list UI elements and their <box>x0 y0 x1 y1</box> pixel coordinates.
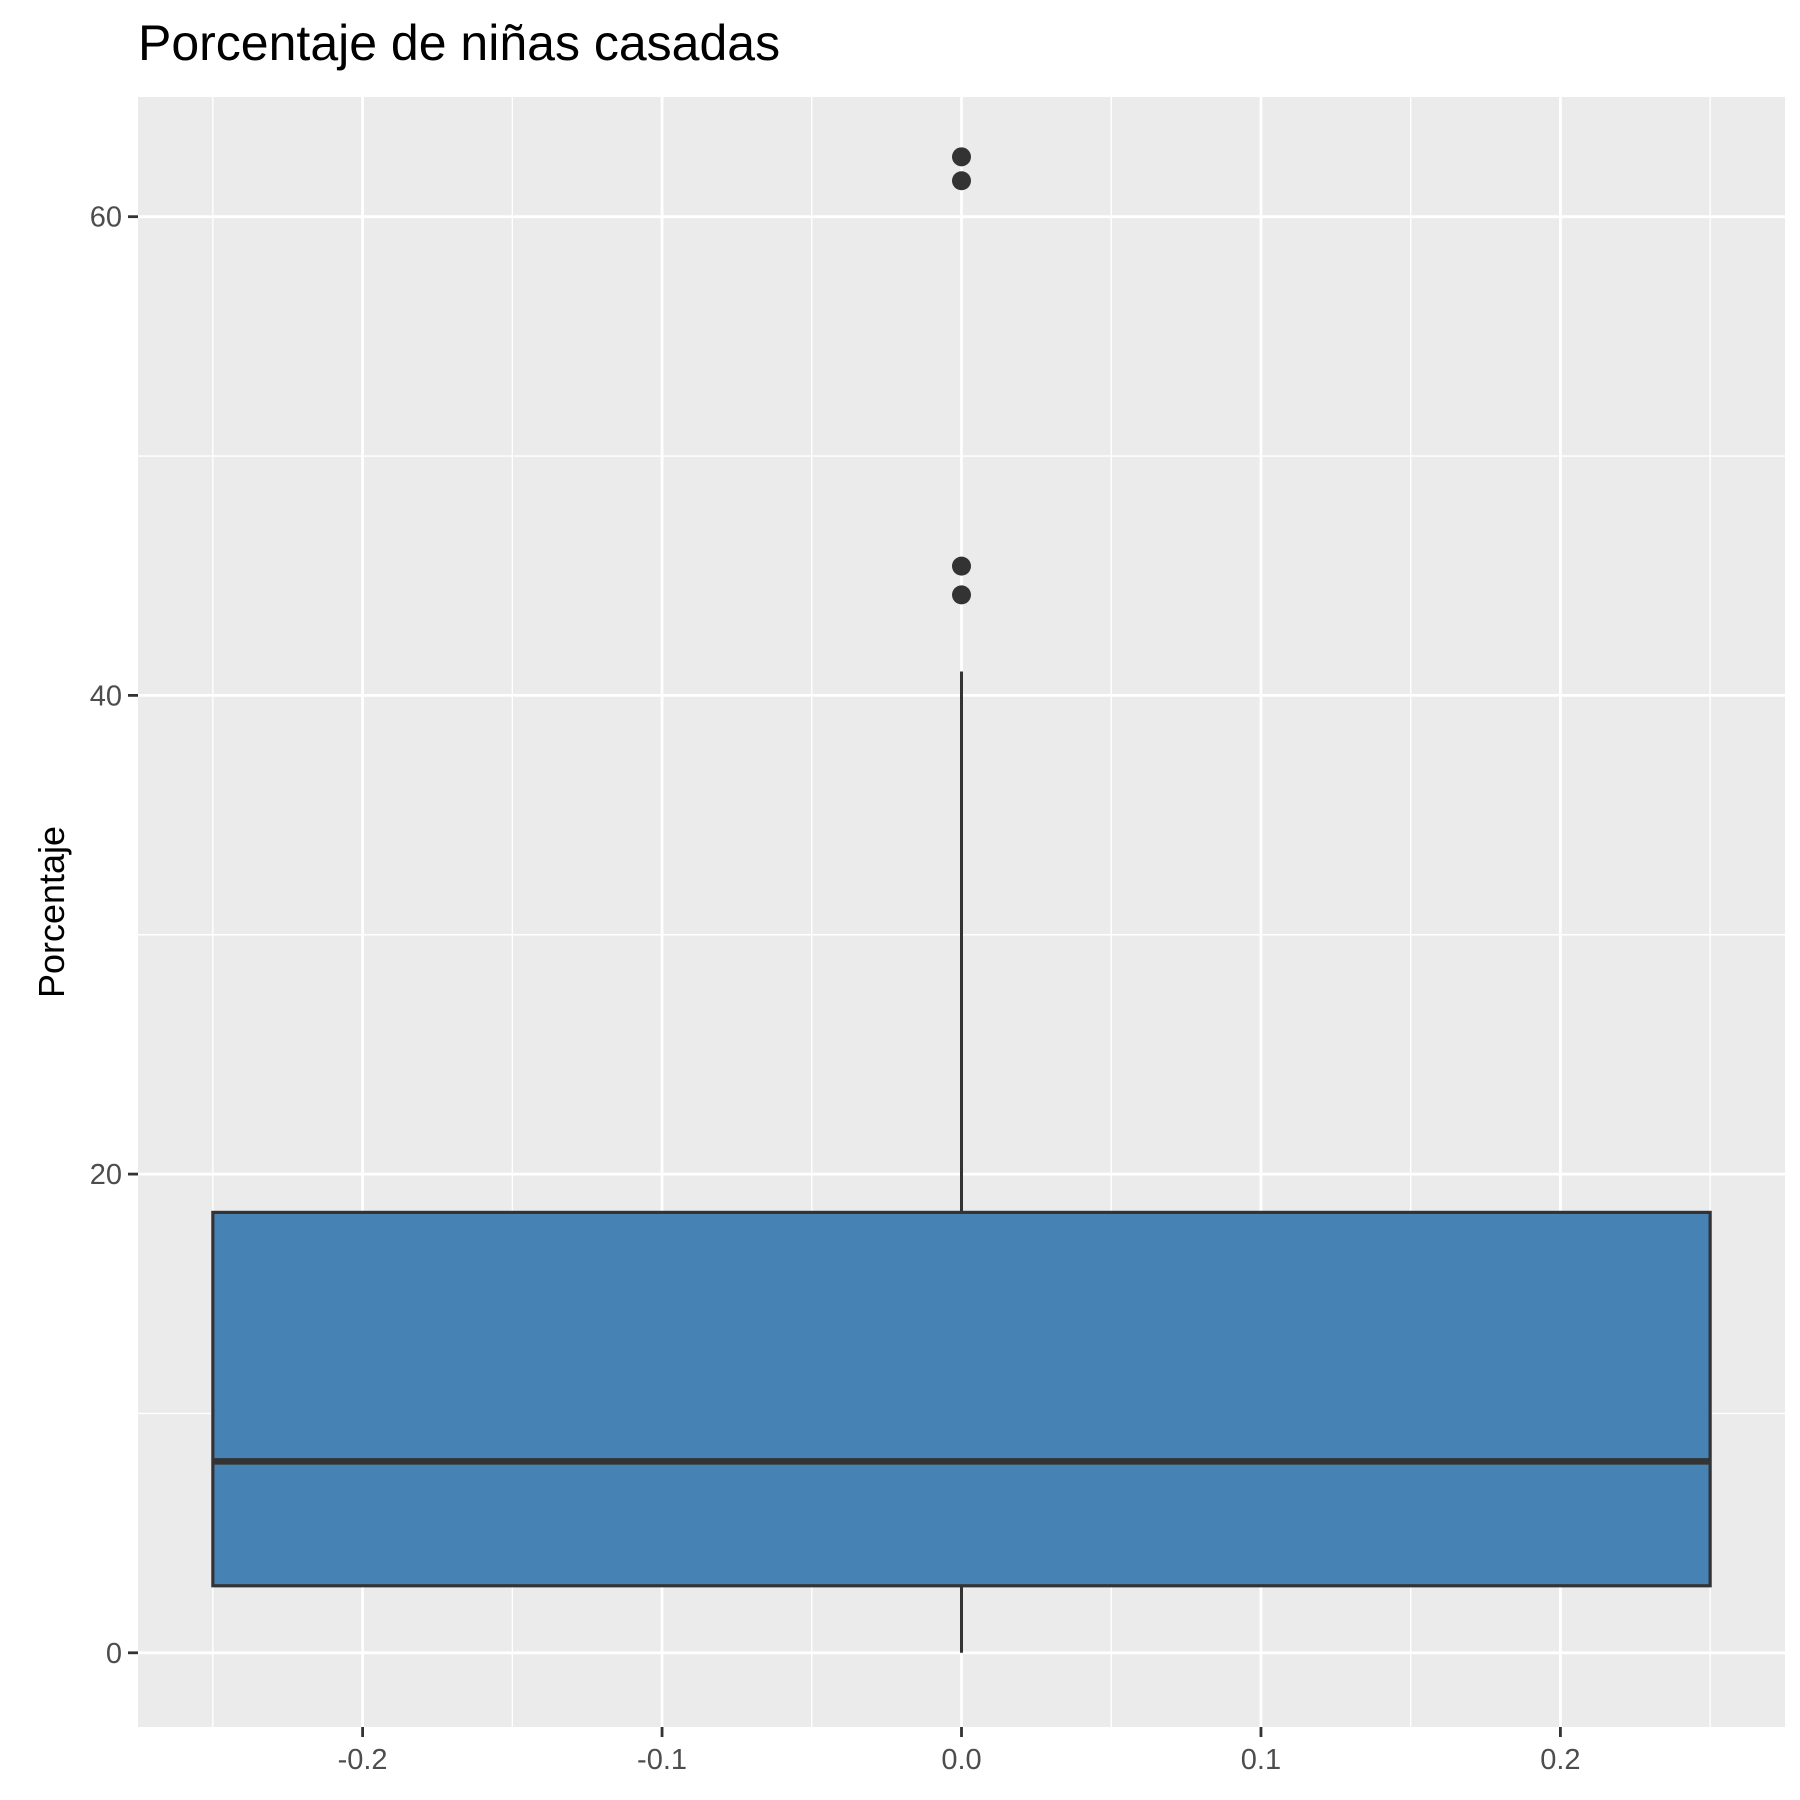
interquartile-box <box>211 1210 1712 1588</box>
y-tick-label: 40 <box>90 680 122 712</box>
x-tick-label: 0.1 <box>1241 1744 1281 1776</box>
box <box>211 1210 1712 1588</box>
x-tick-label: 0.0 <box>941 1744 981 1776</box>
y-tick-label: 0 <box>106 1638 122 1670</box>
x-tick-label: -0.1 <box>637 1744 687 1776</box>
chart-title: Porcentaje de niñas casadas <box>138 15 780 71</box>
x-axis: -0.2 -0.1 0.0 0.1 0.2 <box>338 1727 1581 1776</box>
outlier-point <box>952 556 971 576</box>
x-tick-label: -0.2 <box>338 1744 388 1776</box>
y-tick-label: 60 <box>90 202 122 234</box>
outlier-point <box>952 585 971 605</box>
y-axis: 0 20 40 60 <box>90 202 138 1670</box>
y-tick-label: 20 <box>90 1159 122 1191</box>
y-axis-title: Porcentaje <box>31 826 72 998</box>
outlier-point <box>952 171 971 191</box>
outlier-points <box>952 147 971 605</box>
x-tick-label: 0.2 <box>1540 1744 1580 1776</box>
outlier-point <box>952 147 971 167</box>
